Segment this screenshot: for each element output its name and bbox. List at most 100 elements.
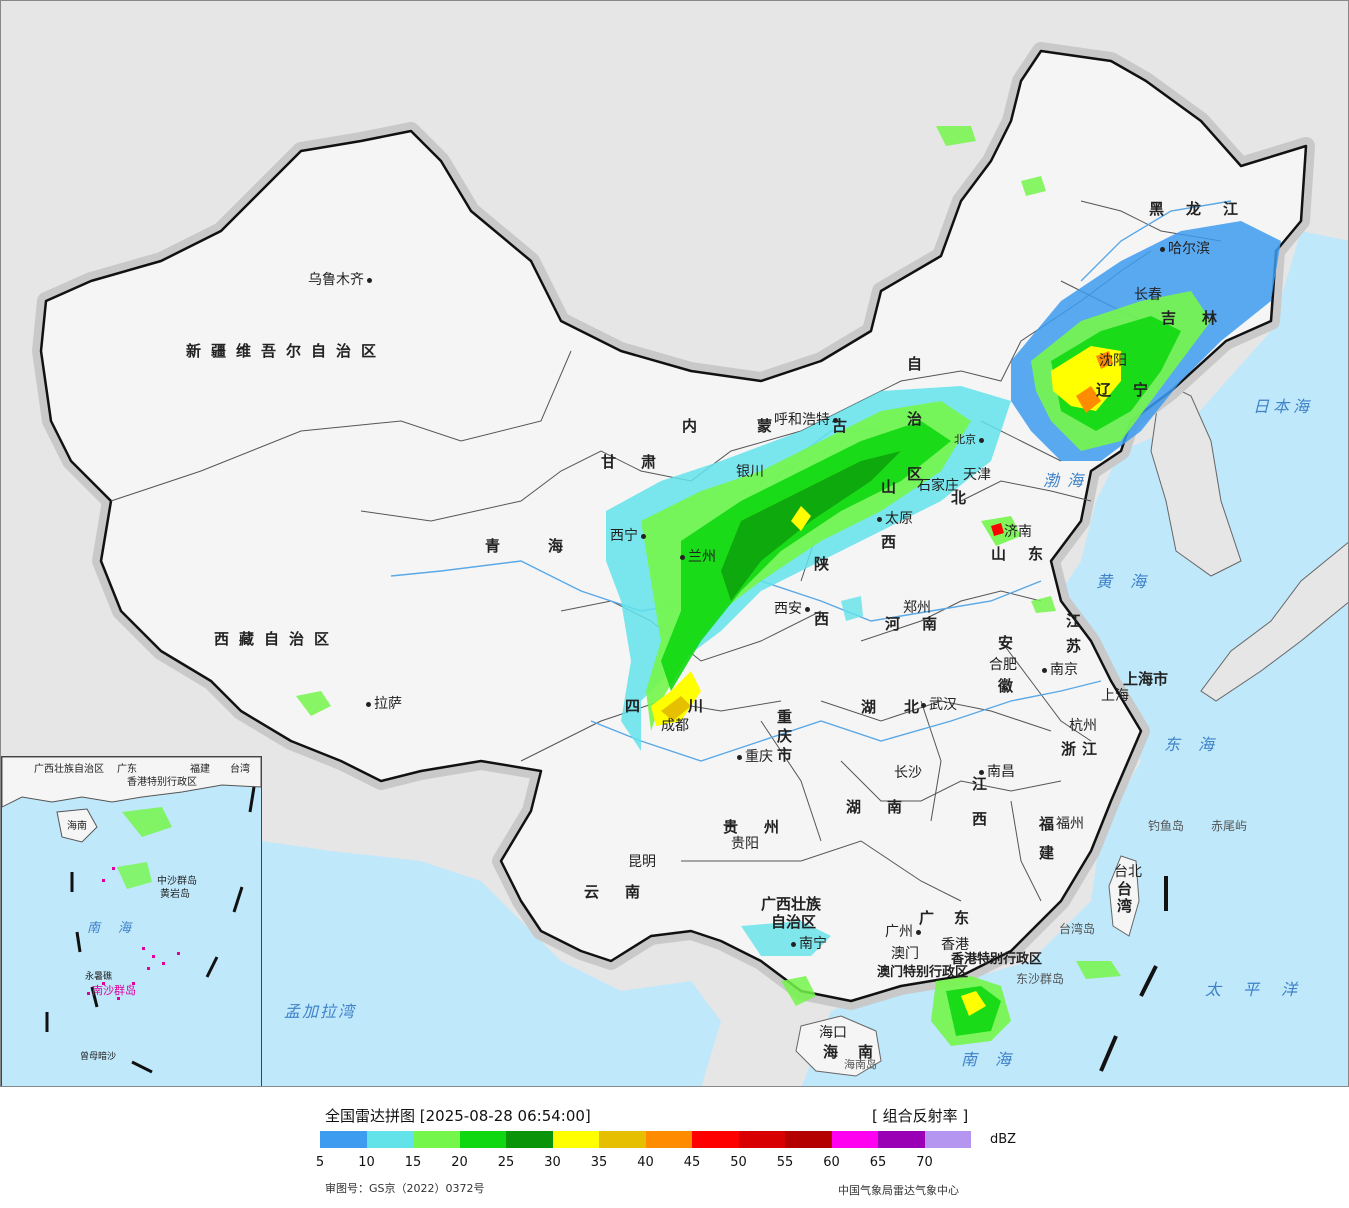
province-label-jiangsu: 江苏 (1064, 613, 1082, 663)
taiwan-land (1108, 855, 1140, 937)
province-label-hunan: 湖南 (846, 798, 929, 816)
province-label-macau: 澳门特别行政区 (877, 965, 969, 980)
province-label-gansu: 甘肃 (601, 453, 682, 471)
province-label-xizang: 西藏自治区 (214, 630, 340, 648)
sea-label-ribenhai: 日本海 (1253, 397, 1314, 416)
legend: 全国雷达拼图 [2025-08-28 06:54:00] [ 组合反射率 ] d… (0, 1087, 1349, 1208)
city-zhengzhou: 郑州 (903, 600, 931, 616)
city-wuhan: 武汉 (918, 694, 957, 714)
city-haikou: 海口 (819, 1025, 847, 1041)
city-marker (791, 941, 796, 947)
approval-number: 审图号：GS京（2022）0372号 (325, 1182, 485, 1195)
inset-label-guangdong: 广东 (117, 764, 137, 775)
city-nanjing: 南京 (1039, 659, 1078, 679)
province-label-xinjiang: 新疆维吾尔自治区 (186, 342, 387, 360)
city-marker (367, 277, 372, 283)
color-swatch (599, 1131, 646, 1148)
city-xian: 西安 (774, 598, 813, 618)
inset-label-hk: 香港特别行政区 (127, 777, 197, 788)
sea-label-nanhai: 南海 (961, 1050, 1030, 1069)
scale-tick-label: 25 (497, 1155, 515, 1170)
city-marker (877, 516, 882, 522)
legend-product: [ 组合反射率 ] (872, 1107, 969, 1125)
province-label-jiangxi: 江西 (970, 776, 988, 846)
city-marker (1042, 667, 1047, 673)
color-swatch (692, 1131, 739, 1148)
city-marker (979, 769, 984, 775)
data-source: 中国气象局雷达气象中心 (838, 1184, 959, 1197)
city-hongkong: 香港 (941, 937, 969, 953)
city-yinchuan: 银川 (736, 464, 764, 480)
city-marker (680, 554, 685, 560)
city-fuzhou: 福州 (1056, 816, 1084, 832)
legend-title: 全国雷达拼图 [2025-08-28 06:54:00] (325, 1107, 591, 1125)
city-marker (921, 702, 926, 708)
sea-label-donghai: 东海 (1164, 735, 1233, 754)
inset-label-yongshu: 永暑礁 (85, 972, 113, 982)
province-label-neimenggu-2: 自治区 (905, 356, 923, 521)
legend-unit: dBZ (990, 1132, 1017, 1147)
city-marker (916, 929, 921, 935)
sea-label-bohai: 渤海 (1043, 471, 1092, 490)
inset-label-zhongsha: 中沙群岛 (157, 876, 197, 887)
color-swatch (831, 1131, 878, 1148)
scale-tick-label: 15 (404, 1155, 422, 1170)
province-label-taiwan: 台湾 (1115, 881, 1133, 915)
scale-tick-label: 35 (590, 1155, 608, 1170)
island-hainandao: 海南岛 (844, 1058, 877, 1071)
province-label-hubei: 湖北 (861, 698, 948, 716)
province-label-sichuan: 四川 (625, 697, 752, 715)
province-label-chongqing: 重庆市 (775, 709, 793, 766)
color-swatch (878, 1131, 925, 1148)
city-shanghai: 上海 (1101, 688, 1129, 704)
city-shenyang: 沈阳 (1099, 353, 1127, 369)
inset-label-guangxi: 广西壮族自治区 (34, 764, 104, 775)
province-label-shaanxi: 陕西 (812, 556, 830, 666)
province-label-fujian: 福建 (1037, 816, 1055, 874)
color-swatch (785, 1131, 832, 1148)
province-label-zhejiang: 浙江 (1061, 740, 1104, 758)
radar-echoes (296, 126, 1281, 1046)
scale-tick-label: 70 (916, 1155, 933, 1170)
color-swatch (459, 1131, 506, 1148)
province-label-guizhou: 贵州 (723, 818, 806, 836)
scale-tick-label: 30 (544, 1155, 561, 1170)
city-marker (641, 533, 646, 539)
city-lanzhou: 兰州 (677, 546, 716, 566)
inset-label-fujian: 福建 (190, 764, 210, 775)
city-guangzhou: 广州 (885, 921, 924, 941)
inset-label-taiwan: 台湾 (230, 764, 250, 775)
city-taiyuan: 太原 (874, 508, 913, 528)
city-xining: 西宁 (610, 525, 649, 545)
city-marker (833, 417, 838, 423)
city-changchun: 长春 (1134, 287, 1162, 303)
city-jinan: 济南 (1004, 524, 1032, 540)
color-swatch (320, 1131, 367, 1148)
city-nanning: 南宁 (788, 933, 827, 953)
city-nanchang: 南昌 (976, 761, 1015, 781)
color-swatch (413, 1131, 460, 1148)
city-marker (805, 606, 810, 612)
province-label-qinghai: 青海 (485, 537, 612, 555)
color-swatch (506, 1131, 553, 1148)
scale-tick-label: 10 (358, 1155, 375, 1170)
island-taiwandao: 台湾岛 (1059, 922, 1096, 936)
scale-tick-label: 5 (315, 1155, 325, 1170)
province-label-jilin: 吉林 (1161, 309, 1244, 327)
color-swatch (552, 1131, 599, 1148)
scale-tick-label: 20 (451, 1155, 468, 1170)
island-diaoyudao: 钓鱼岛 (1148, 819, 1185, 833)
island-chiweiyu: 赤尾屿 (1211, 819, 1248, 833)
province-label-guangxi-1: 广西壮族 (761, 895, 822, 913)
inset-label-huangyan: 黄岩岛 (160, 889, 190, 900)
province-label-guangdong: 广东 (919, 909, 990, 927)
city-hangzhou: 杭州 (1069, 718, 1097, 734)
color-swatch (366, 1131, 413, 1148)
city-urumqi: 乌鲁木齐 (308, 269, 375, 289)
city-marker (366, 701, 371, 707)
province-label-shandong: 山东 (991, 545, 1066, 563)
city-marker (979, 437, 984, 443)
color-scale-bar (320, 1131, 971, 1148)
color-swatch (924, 1131, 971, 1148)
color-swatch (738, 1131, 785, 1148)
